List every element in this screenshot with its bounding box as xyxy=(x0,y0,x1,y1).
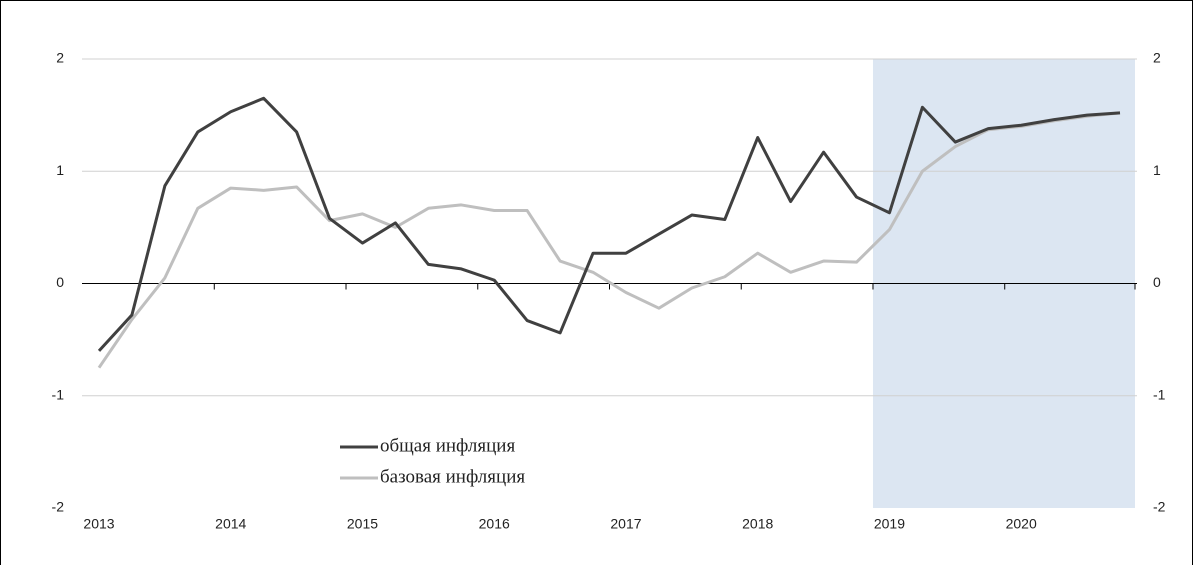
y2-tick-label: 1 xyxy=(1153,162,1161,178)
x-tick-label: 2014 xyxy=(215,516,246,532)
y2-tick-label: -1 xyxy=(1153,386,1166,402)
x-tick-label: 2015 xyxy=(347,516,378,532)
y-tick-label: -2 xyxy=(52,499,65,515)
y2-tick-label: -2 xyxy=(1153,499,1166,515)
series-line xyxy=(97,111,1121,369)
x-tick-label: 2013 xyxy=(83,516,114,532)
y-tick-label: 1 xyxy=(56,162,64,178)
y-tick-label: -1 xyxy=(52,386,65,402)
y2-tick-label: 2 xyxy=(1153,50,1161,66)
legend-label: базовая инфляция xyxy=(380,466,525,487)
y2-tick-label: 0 xyxy=(1153,274,1161,290)
legend-label: общая инфляция xyxy=(380,435,515,456)
x-tick-label: 2016 xyxy=(479,516,510,532)
x-tick-label: 2019 xyxy=(874,516,905,532)
y-tick-label: 0 xyxy=(56,274,64,290)
series-line xyxy=(97,96,1121,352)
x-tick-label: 2020 xyxy=(1006,516,1037,532)
y-tick-label: 2 xyxy=(56,50,64,66)
x-tick-label: 2018 xyxy=(742,516,773,532)
x-tick-label: 2017 xyxy=(610,516,641,532)
